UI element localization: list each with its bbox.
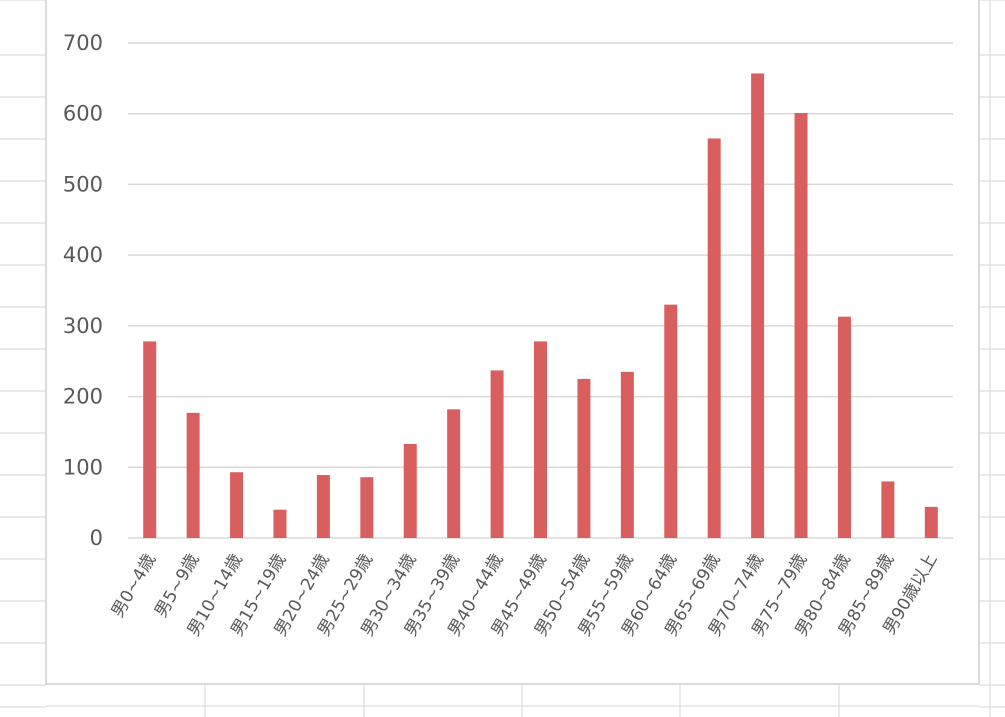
y-tick-label-400: 400 — [63, 243, 103, 267]
y-tick-label-700: 700 — [63, 31, 103, 55]
y-tick-label-500: 500 — [63, 172, 103, 196]
bar-10[interactable] — [577, 378, 591, 538]
bar-1[interactable] — [186, 412, 200, 538]
bar-3[interactable] — [273, 509, 287, 538]
bar-6[interactable] — [403, 443, 417, 538]
bar-9[interactable] — [534, 341, 547, 538]
bar-17[interactable] — [881, 481, 895, 538]
y-tick-label-0: 0 — [90, 526, 103, 550]
y-tick-label-100: 100 — [63, 455, 103, 479]
bar-11[interactable] — [620, 371, 634, 538]
bar-5[interactable] — [360, 477, 374, 538]
bar-4[interactable] — [316, 475, 330, 538]
bar-15[interactable] — [794, 113, 808, 538]
bar-18[interactable] — [924, 506, 938, 538]
bar-13[interactable] — [707, 138, 721, 538]
y-axis-tick-labels: 0 100 200 300 400 500 600 700 — [63, 31, 103, 550]
bar-8[interactable] — [490, 370, 504, 538]
chart-bars — [143, 73, 938, 538]
bar-16[interactable] — [837, 316, 851, 538]
bar-12[interactable] — [664, 304, 678, 538]
bar-7[interactable] — [447, 409, 461, 538]
bar-14[interactable] — [751, 73, 765, 538]
y-tick-label-600: 600 — [63, 102, 103, 126]
y-tick-label-200: 200 — [63, 385, 103, 409]
bar-0[interactable] — [143, 341, 157, 538]
y-tick-label-300: 300 — [63, 314, 103, 338]
bar-2[interactable] — [230, 472, 244, 538]
